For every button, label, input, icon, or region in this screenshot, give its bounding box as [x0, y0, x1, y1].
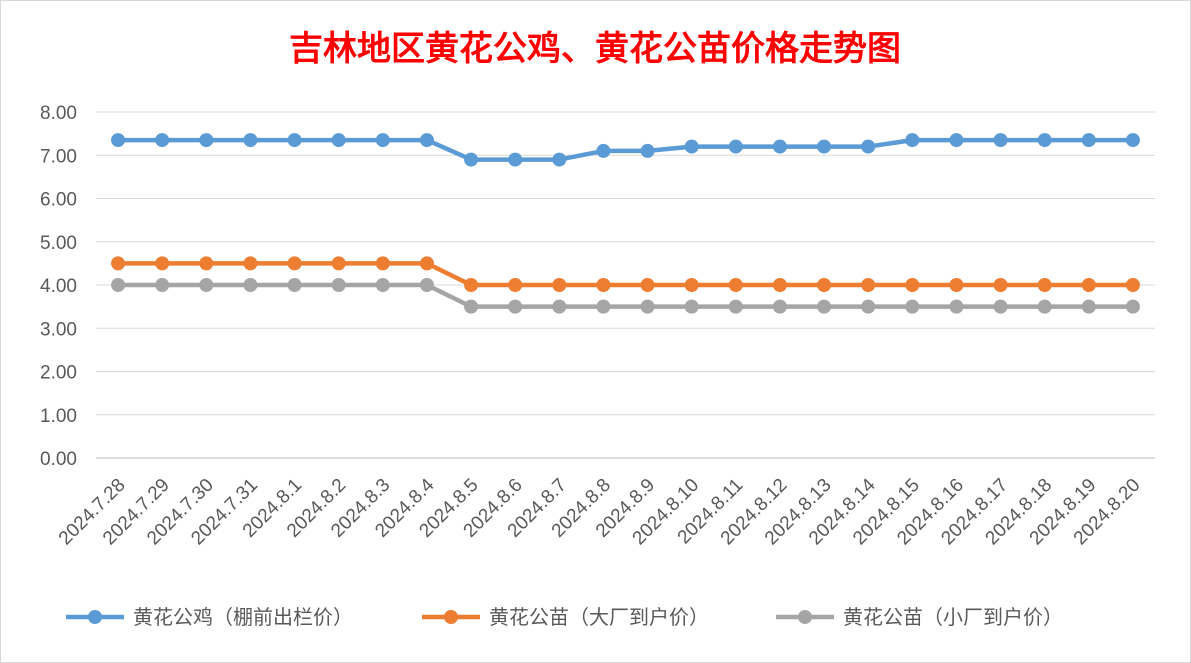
data-point — [199, 133, 214, 148]
y-tick-label: 0.00 — [40, 449, 77, 470]
data-point — [993, 133, 1008, 148]
data-point — [287, 133, 302, 148]
data-point — [1125, 278, 1140, 292]
data-point — [552, 299, 567, 314]
data-point — [155, 256, 170, 271]
data-point — [155, 133, 170, 148]
data-point — [419, 278, 434, 292]
y-tick-label: 5.00 — [40, 233, 77, 254]
data-point — [419, 256, 434, 271]
data-point — [684, 278, 699, 292]
data-point — [949, 278, 964, 292]
series-line-2 — [118, 261, 1133, 288]
x-axis-ticks: 2024.7.282024.7.292024.7.302024.7.312024… — [55, 474, 1144, 549]
data-point — [949, 133, 964, 148]
data-point — [993, 299, 1008, 314]
legend-label: 黄花公苗（大厂到户价） — [489, 605, 709, 629]
data-point — [552, 152, 567, 167]
grid-lines — [96, 111, 1155, 459]
legend-marker — [88, 610, 102, 624]
data-point — [861, 299, 876, 314]
data-point — [817, 278, 832, 292]
data-point — [772, 139, 787, 154]
data-point — [1037, 278, 1052, 292]
chart-title: 吉林地区黄花公鸡、黄花公苗价格走势图 — [289, 29, 901, 69]
data-point — [640, 278, 655, 292]
data-point — [640, 299, 655, 314]
data-point — [287, 278, 302, 292]
data-point — [1081, 133, 1096, 148]
data-point — [1037, 299, 1052, 314]
legend-marker — [798, 610, 812, 624]
data-point — [375, 133, 390, 148]
data-point — [1125, 299, 1140, 314]
data-point — [772, 299, 787, 314]
y-tick-label: 8.00 — [40, 103, 77, 124]
legend-label: 黄花公鸡（棚前出栏价） — [133, 605, 353, 629]
y-tick-label: 6.00 — [40, 190, 77, 211]
data-point — [243, 256, 258, 271]
legend-label: 黄花公苗（小厂到户价） — [843, 605, 1063, 629]
data-point — [375, 256, 390, 271]
data-point — [331, 278, 346, 292]
y-tick-label: 4.00 — [40, 276, 77, 297]
data-point — [684, 139, 699, 154]
data-point — [199, 256, 214, 271]
data-point — [1125, 133, 1140, 148]
data-point — [905, 278, 920, 292]
data-point — [817, 299, 832, 314]
data-point — [375, 278, 390, 292]
data-point — [1037, 133, 1052, 148]
data-point — [464, 278, 479, 292]
y-tick-label: 1.00 — [40, 406, 77, 427]
data-point — [287, 256, 302, 271]
data-point — [861, 139, 876, 154]
data-point — [1081, 299, 1096, 314]
data-point — [243, 278, 258, 292]
data-point — [684, 299, 699, 314]
y-axis-ticks: 0.00 1.00 2.00 3.00 4.00 5.00 6.00 7.00 8.00 — [40, 103, 77, 470]
data-point — [508, 299, 523, 314]
data-point — [155, 278, 170, 292]
y-tick-label: 3.00 — [40, 319, 77, 340]
legend-marker — [444, 610, 458, 624]
data-point — [640, 143, 655, 158]
series-line-1 — [118, 137, 1133, 162]
y-tick-label: 2.00 — [40, 363, 77, 384]
data-point — [596, 278, 611, 292]
data-point — [199, 278, 214, 292]
y-tick-label: 7.00 — [40, 146, 77, 167]
data-point — [464, 299, 479, 314]
data-point — [728, 278, 743, 292]
data-point — [508, 278, 523, 292]
legend: 黄花公鸡（棚前出栏价） 黄花公苗（大厂到户价） 黄花公苗（小厂到户价） — [66, 605, 1063, 629]
data-point — [728, 139, 743, 154]
series-line-3 — [118, 282, 1133, 309]
data-point — [552, 278, 567, 292]
data-point — [949, 299, 964, 314]
data-point — [331, 133, 346, 148]
data-point — [905, 133, 920, 148]
data-point — [464, 152, 479, 167]
data-point — [993, 278, 1008, 292]
data-point — [111, 133, 126, 148]
data-point — [111, 278, 126, 292]
data-point — [419, 133, 434, 148]
data-point — [243, 133, 258, 148]
data-point — [817, 139, 832, 154]
data-point — [596, 299, 611, 314]
series-group — [111, 133, 1140, 314]
data-point — [861, 278, 876, 292]
data-point — [728, 299, 743, 314]
data-point — [596, 143, 611, 158]
data-point — [331, 256, 346, 271]
data-point — [772, 278, 787, 292]
data-point — [1081, 278, 1096, 292]
data-point — [111, 256, 126, 271]
data-point — [508, 152, 523, 167]
data-point — [905, 299, 920, 314]
